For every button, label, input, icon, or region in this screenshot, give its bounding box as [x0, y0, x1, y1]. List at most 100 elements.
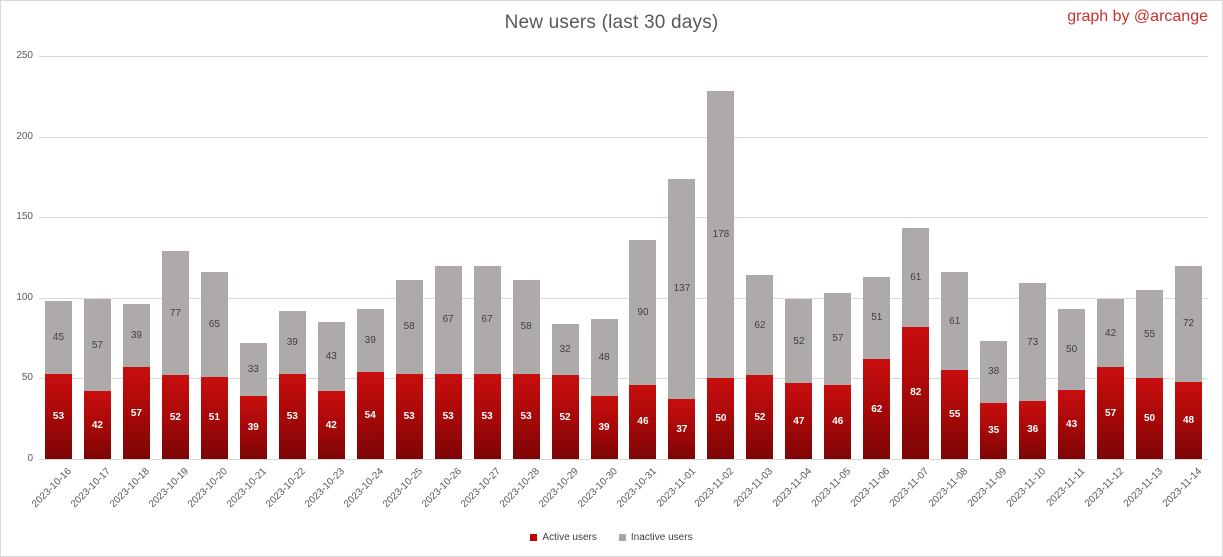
value-label-inactive: 43 [325, 351, 337, 363]
x-axis-tick-label: 2023-11-13 [1121, 466, 1166, 510]
legend-item: Inactive users [618, 532, 693, 543]
bar-segment-active: 53 [473, 373, 501, 459]
bar-segment-active: 53 [44, 373, 72, 459]
y-axis-tick-label: 200 [16, 130, 33, 142]
y-axis-tick-label: 0 [27, 453, 33, 464]
x-axis-tick-label: 2023-10-21 [225, 466, 270, 510]
bar-segment-inactive: 90 [629, 239, 657, 385]
bar-segment-inactive: 39 [356, 309, 384, 372]
value-label-active: 43 [1066, 418, 1078, 430]
value-label-active: 62 [871, 403, 883, 415]
y-axis-tick-label: 50 [21, 372, 33, 384]
bar-segment-inactive: 50 [1058, 309, 1086, 390]
bar-segment-active: 50 [707, 378, 735, 459]
bar-segment-inactive: 38 [980, 341, 1008, 403]
bar-segment-active: 51 [200, 376, 228, 459]
bar-segment-inactive: 57 [83, 299, 111, 392]
value-label-inactive: 72 [1182, 318, 1195, 330]
bar-segment-active: 39 [239, 396, 267, 459]
value-label-inactive: 62 [754, 319, 766, 331]
value-label-inactive: 51 [871, 312, 883, 324]
legend-label: Active users [542, 532, 597, 543]
value-label-inactive: 137 [673, 283, 691, 295]
bar-segment-active: 39 [590, 396, 618, 459]
bar-segment-inactive: 33 [239, 342, 267, 397]
value-label-inactive: 52 [793, 335, 805, 347]
value-label-active: 46 [832, 416, 844, 428]
x-axis-tick-label: 2023-11-01 [654, 466, 698, 510]
value-label-active: 53 [286, 410, 298, 422]
value-label-active: 53 [520, 410, 532, 422]
bar-segment-inactive: 52 [785, 299, 813, 384]
value-label-inactive: 61 [949, 315, 961, 327]
value-label-active: 51 [208, 412, 220, 424]
bar-segment-inactive: 48 [590, 318, 618, 397]
value-label-inactive: 57 [91, 339, 103, 351]
gridline [39, 297, 1208, 299]
bar-segment-inactive: 65 [200, 272, 228, 377]
gridline [39, 378, 1208, 380]
bar-segment-active: 53 [278, 373, 306, 459]
value-label-active: 48 [1182, 414, 1195, 426]
value-label-inactive: 39 [130, 330, 142, 342]
legend-swatch-icon [618, 534, 626, 541]
x-axis-tick-label: 2023-10-20 [186, 466, 231, 510]
credit-text: graph by @arcange [1067, 8, 1208, 25]
value-label-active: 46 [637, 416, 649, 428]
value-label-inactive: 77 [169, 307, 181, 319]
bar-segment-inactive: 58 [395, 280, 423, 374]
gridline [39, 217, 1208, 219]
bar-segment-active: 35 [980, 402, 1008, 459]
value-label-inactive: 42 [1105, 327, 1117, 339]
x-axis-tick-label: 2023-11-09 [966, 466, 1010, 510]
bar-segment-inactive: 55 [1136, 289, 1164, 379]
value-label-inactive: 67 [481, 314, 493, 326]
bar-segment-active: 57 [122, 367, 150, 459]
bar-segment-inactive: 61 [902, 228, 930, 327]
bar-segment-inactive: 58 [512, 280, 540, 374]
x-axis-tick-label: 2023-10-26 [419, 466, 464, 510]
value-label-inactive: 32 [559, 343, 571, 355]
bar-segment-active: 62 [863, 359, 891, 459]
bar-segment-active: 53 [512, 373, 540, 459]
value-label-inactive: 58 [520, 321, 532, 333]
value-label-inactive: 73 [1027, 336, 1039, 348]
x-axis-tick-label: 2023-10-24 [342, 466, 386, 510]
value-label-inactive: 90 [637, 306, 649, 318]
bar-segment-active: 48 [1175, 381, 1203, 459]
x-axis-tick-label: 2023-10-30 [575, 466, 620, 510]
bar-segment-inactive: 62 [746, 275, 774, 376]
y-axis-tick-label: 100 [16, 291, 33, 303]
value-label-inactive: 50 [1066, 343, 1078, 355]
bar-segment-inactive: 61 [941, 272, 969, 371]
x-axis-tick-label: 2023-11-07 [888, 466, 932, 510]
bar-segment-active: 52 [551, 375, 579, 459]
bar-segment-inactive: 45 [44, 301, 72, 374]
bar-segment-active: 43 [1058, 389, 1086, 459]
value-label-active: 47 [793, 415, 805, 427]
value-label-active: 35 [988, 425, 1000, 437]
value-label-active: 57 [1105, 407, 1117, 419]
value-label-inactive: 39 [364, 335, 376, 346]
bar-segment-inactive: 57 [824, 292, 852, 385]
bar-segment-active: 50 [1136, 378, 1164, 459]
value-label-inactive: 45 [52, 331, 65, 343]
legend-label: Inactive users [630, 532, 693, 543]
value-label-inactive: 61 [910, 272, 922, 284]
value-label-inactive: 55 [1143, 328, 1156, 340]
value-label-active: 42 [91, 419, 103, 431]
value-label-active: 39 [598, 422, 610, 434]
value-label-inactive: 178 [712, 229, 730, 241]
value-label-inactive: 38 [988, 366, 1000, 378]
value-label-active: 55 [949, 409, 961, 421]
value-label-active: 52 [754, 411, 766, 423]
bar-segment-inactive: 72 [1175, 265, 1203, 382]
legend: Active users Inactive users [1, 532, 1222, 543]
value-label-active: 50 [1143, 413, 1156, 425]
value-label-inactive: 39 [286, 336, 298, 348]
x-axis-tick-label: 2023-10-18 [108, 466, 153, 510]
bar-segment-active: 47 [785, 383, 813, 459]
bar-segment-inactive: 178 [707, 91, 735, 379]
value-label-active: 52 [559, 411, 571, 423]
